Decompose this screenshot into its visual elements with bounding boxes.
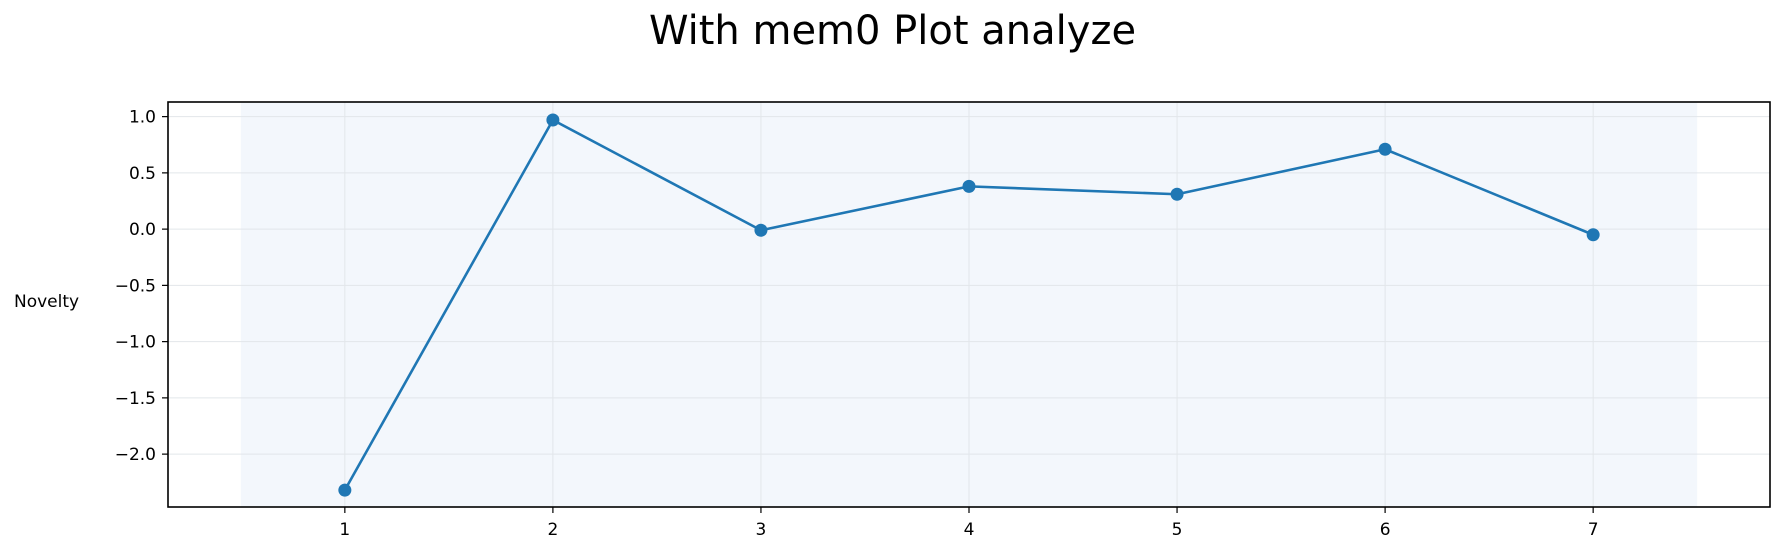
x-tick-label: 6 — [1380, 520, 1391, 540]
data-point — [338, 483, 352, 497]
x-tick-label: 2 — [547, 520, 558, 540]
ticks-layer: 1 2 3 4 5 6 7 1.0 0.5 0.0 −0.5 −1.0 −1.5 −2.0 — [115, 108, 1599, 540]
x-tick-label: 1 — [339, 520, 350, 540]
y-tick-label: −1.5 — [115, 389, 156, 409]
y-tick-label: 1.0 — [129, 108, 156, 128]
series-layer — [338, 113, 1600, 497]
x-tick-label: 7 — [1588, 520, 1599, 540]
data-point — [546, 113, 560, 127]
x-tick-label: 4 — [964, 520, 975, 540]
y-tick-label: −2.0 — [115, 445, 156, 465]
y-tick-label: −0.5 — [115, 276, 156, 296]
plot-frame — [167, 101, 1771, 508]
y-tick-label: 0.5 — [129, 164, 156, 184]
data-point — [962, 179, 976, 193]
y-tick-label: 0.0 — [129, 220, 156, 240]
data-point — [1586, 228, 1600, 242]
y-tick-label: −1.0 — [115, 333, 156, 353]
grid-layer — [168, 102, 1770, 507]
x-tick-label: 5 — [1172, 520, 1183, 540]
data-point — [1378, 142, 1392, 156]
y-axis-label: Novelty — [14, 292, 80, 312]
data-point — [1170, 187, 1184, 201]
x-tick-label: 3 — [756, 520, 767, 540]
chart-title: With mem0 Plot analyze — [648, 8, 1137, 54]
data-point — [754, 223, 768, 237]
